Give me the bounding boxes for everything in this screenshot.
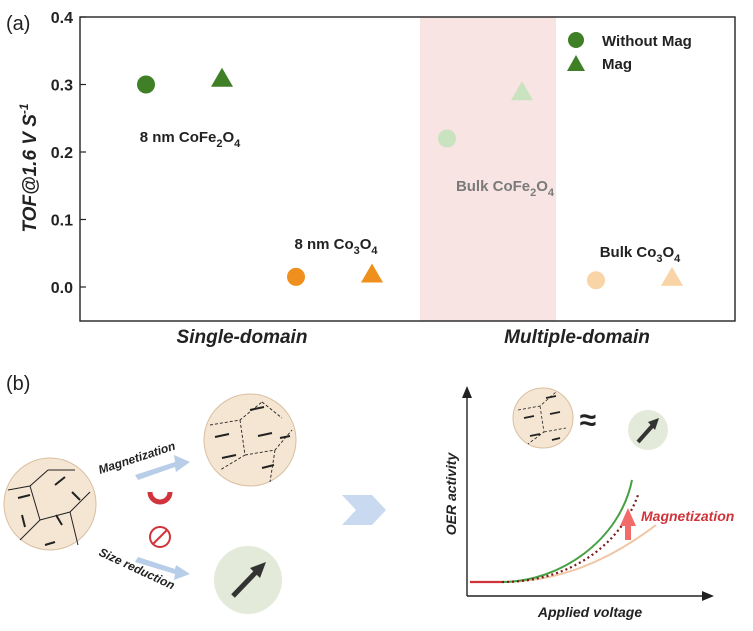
legend-label-mag: Mag xyxy=(602,56,632,73)
group-label-multiple-domain: Multiple-domain xyxy=(504,327,650,348)
magnetization-label: Magnetization xyxy=(97,439,177,477)
y-tick-label: 0.3 xyxy=(51,78,73,95)
legend-marker-mag xyxy=(567,55,585,71)
y-axis: 0.0 0.1 0.2 0.3 0.4 xyxy=(51,10,86,297)
point-annotation: 8 nm CoFe2O4 xyxy=(140,129,241,150)
legend-marker-without-mag xyxy=(568,32,584,48)
y-tick-label: 0.2 xyxy=(51,145,73,162)
approximation-row: ≈ xyxy=(512,387,668,450)
data-points xyxy=(137,67,683,290)
y-tick-label: 0.1 xyxy=(51,213,73,230)
data-point xyxy=(511,81,533,101)
oer-curve-plot: OER activity Applied voltage Magnetizati… xyxy=(443,386,734,620)
scatter-chart: 0.0 0.1 0.2 0.3 0.4 TOF@1.6 V S-1 Single-dom… xyxy=(17,10,736,348)
point-annotations: 8 nm CoFe2O4 8 nm Co3O4 Bulk CoFe2O4 Bulk C… xyxy=(140,129,681,265)
panel-b-label: (b) xyxy=(6,373,30,395)
multi-domain-particle xyxy=(3,457,97,551)
magnet-icon xyxy=(147,491,173,505)
data-point xyxy=(661,266,683,286)
approx-symbol: ≈ xyxy=(580,404,596,437)
data-point xyxy=(137,75,155,94)
no-magnet-icon xyxy=(149,526,171,548)
chevron-icon xyxy=(342,495,386,525)
y-tick-label: 0.4 xyxy=(51,10,73,27)
curve-magnetization-label: Magnetization xyxy=(641,508,734,524)
size-reduction-arrow xyxy=(135,557,190,580)
y-axis-label: TOF@1.6 V S-1 xyxy=(17,103,41,232)
data-point xyxy=(361,263,383,283)
legend-label-without-mag: Without Mag xyxy=(602,33,692,50)
data-point xyxy=(587,271,605,290)
point-annotation: 8 nm Co3O4 xyxy=(294,236,378,257)
data-point xyxy=(287,267,305,286)
panel-a-label: (a) xyxy=(6,13,30,35)
magnetized-particle xyxy=(203,393,297,487)
point-annotation: Bulk CoFe2O4 xyxy=(456,178,555,199)
y-tick-label: 0.0 xyxy=(51,280,73,297)
single-domain-particle xyxy=(214,546,282,614)
oer-y-label: OER activity xyxy=(443,452,459,536)
oer-x-label: Applied voltage xyxy=(537,604,642,620)
plot-frame xyxy=(79,16,736,322)
data-point xyxy=(438,129,456,148)
group-label-single-domain: Single-domain xyxy=(177,327,308,348)
data-point xyxy=(211,67,233,87)
multiple-domain-highlight xyxy=(420,17,556,321)
legend: Without Mag Mag xyxy=(567,32,692,73)
magnetization-up-arrow xyxy=(620,508,636,540)
point-annotation: Bulk Co3O4 xyxy=(600,244,681,265)
magnetization-arrow xyxy=(135,455,190,480)
schematic: Magnetization Size reduction OER activit… xyxy=(3,386,734,620)
